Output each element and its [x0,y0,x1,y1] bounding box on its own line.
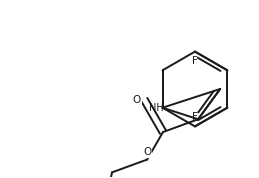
Text: NH: NH [149,103,164,113]
Text: O: O [143,147,151,157]
Text: F: F [192,112,198,122]
Text: F: F [192,56,198,66]
Text: O: O [132,95,141,105]
